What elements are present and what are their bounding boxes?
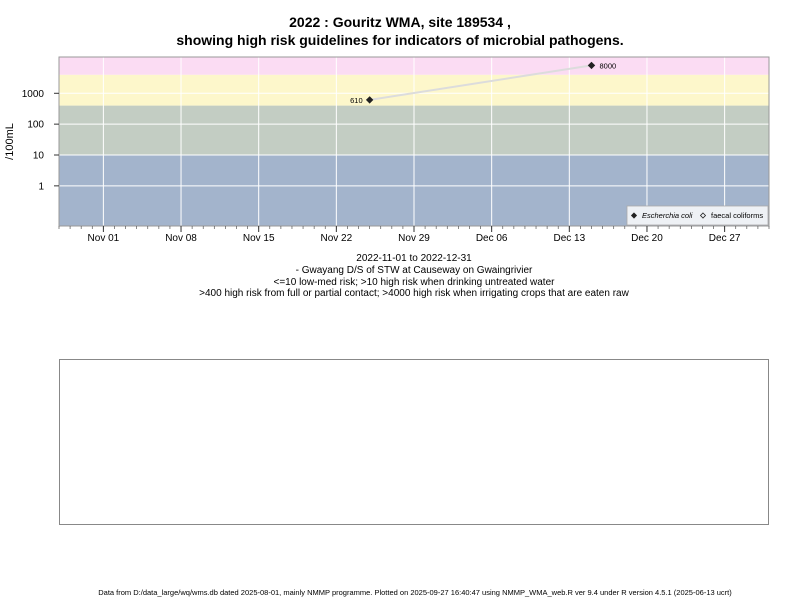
- caption-contact-risk: >400 high risk from full or partial cont…: [199, 288, 629, 299]
- x-tick-label: Nov 01: [88, 233, 120, 244]
- x-tick-label: Nov 08: [165, 233, 197, 244]
- x-tick-label: Dec 13: [553, 233, 585, 244]
- legend-label: Escherchia coli: [642, 211, 693, 220]
- y-tick-label: 1: [38, 181, 44, 192]
- data-label: 610: [350, 96, 363, 105]
- y-tick-label: 10: [33, 151, 45, 162]
- chart-title-line2: showing high risk guidelines for indicat…: [176, 32, 624, 48]
- series-line: [369, 64, 592, 101]
- x-tick-label: Dec 06: [476, 233, 508, 244]
- x-tick-label: Dec 27: [709, 233, 741, 244]
- axes: 1 10 100 1000/100mL Nov 01 Nov 08 Nov 15 Nov 22…: [4, 56, 770, 244]
- legend-label: faecal coliforms: [711, 211, 763, 220]
- x-tick-label: Nov 22: [321, 233, 353, 244]
- series-layer: 610 8000: [350, 61, 616, 104]
- data-label: 8000: [600, 61, 617, 70]
- empty-plot-panel: [59, 359, 769, 525]
- y-tick-label: 1000: [22, 89, 45, 100]
- data-point: [365, 96, 374, 104]
- legend-box: [626, 205, 769, 226]
- chart-title-line1: 2022 : Gouritz WMA, site 189534 ,: [289, 14, 511, 30]
- chart-svg: 610 8000 1 10 100 1000/100mL Nov 01 Nov 08 Nov …: [4, 56, 770, 244]
- y-axis-title: /100mL: [4, 123, 16, 160]
- caption-drinking-risk: <=10 low-med risk; >10 high risk when dr…: [273, 277, 555, 288]
- data-point: [587, 61, 596, 70]
- caption-date-range: 2022-11-01 to 2022-12-31: [356, 253, 472, 264]
- footer-note: Data from D:/data_large/wq/wms.db dated …: [98, 588, 732, 597]
- x-tick-label: Nov 29: [398, 233, 430, 244]
- y-tick-label: 100: [27, 120, 44, 131]
- x-tick-label: Nov 15: [243, 233, 275, 244]
- x-tick-label: Dec 20: [631, 233, 663, 244]
- caption-site: - Gwayang D/S of STW at Causeway on Gwai…: [295, 265, 533, 276]
- legend: Escherchia coli faecal coliforms: [626, 205, 769, 226]
- legend-marker: [699, 212, 707, 219]
- legend-marker: [630, 212, 638, 219]
